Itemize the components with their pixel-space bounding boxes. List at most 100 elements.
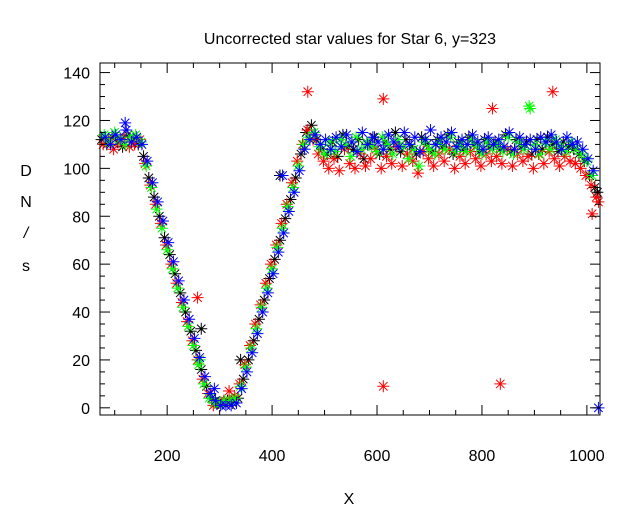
data-point	[429, 138, 442, 151]
data-point	[259, 277, 272, 290]
data-point	[545, 128, 558, 141]
data-point	[528, 138, 541, 151]
data-point	[187, 339, 200, 352]
data-point	[162, 236, 175, 249]
data-point	[322, 162, 335, 175]
data-point	[377, 92, 390, 105]
data-point	[327, 152, 340, 165]
data-point	[533, 147, 546, 160]
data-point	[408, 131, 421, 144]
data-point	[270, 238, 283, 251]
data-point	[183, 313, 196, 326]
data-point	[98, 128, 111, 141]
data-point	[575, 147, 588, 160]
data-point	[228, 389, 241, 402]
data-point	[586, 169, 599, 182]
data-point	[539, 136, 552, 149]
data-point	[537, 157, 550, 170]
data-point	[369, 143, 382, 156]
data-point	[130, 131, 143, 144]
data-point	[469, 152, 482, 165]
data-point	[106, 131, 119, 144]
data-point	[309, 128, 322, 141]
data-point	[250, 322, 263, 335]
data-point	[280, 198, 293, 211]
x-tick-label: 400	[259, 448, 286, 465]
data-point	[209, 394, 222, 407]
data-point	[317, 155, 330, 168]
y-tick-label: 60	[72, 257, 90, 274]
data-point	[525, 147, 538, 160]
data-point	[301, 85, 314, 98]
data-point	[392, 133, 405, 146]
data-point	[319, 133, 332, 146]
data-point	[281, 200, 294, 213]
data-point	[279, 212, 292, 225]
data-point	[375, 162, 388, 175]
data-point	[350, 131, 363, 144]
data-point	[456, 133, 469, 146]
data-point	[155, 222, 168, 235]
data-point	[389, 126, 402, 139]
data-point	[174, 286, 187, 299]
data-point	[382, 128, 395, 141]
axes	[99, 62, 601, 416]
data-point	[381, 138, 394, 151]
data-point	[273, 234, 286, 247]
data-point	[587, 164, 600, 177]
x-axis-label: X	[344, 491, 355, 508]
data-point	[385, 157, 398, 170]
data-point	[396, 159, 409, 172]
data-point	[258, 294, 271, 307]
data-point	[581, 152, 594, 165]
data-point	[192, 358, 205, 371]
data-point	[433, 136, 446, 149]
data-point	[496, 145, 509, 158]
data-point	[238, 358, 251, 371]
data-point	[330, 131, 343, 144]
data-point	[275, 217, 288, 230]
data-point	[108, 126, 121, 139]
data-point	[524, 102, 537, 115]
data-point	[247, 334, 260, 347]
data-point	[453, 150, 466, 163]
y-tick-label: 40	[72, 305, 90, 322]
data-point	[119, 116, 132, 129]
data-point	[284, 193, 297, 206]
data-point	[142, 171, 155, 184]
plot-frame	[99, 62, 601, 416]
data-point	[276, 169, 289, 182]
data-point	[529, 143, 542, 156]
data-point	[282, 205, 295, 218]
data-point	[401, 147, 414, 160]
data-point	[415, 131, 428, 144]
data-point	[576, 143, 589, 156]
data-point	[586, 207, 599, 220]
data-point	[465, 133, 478, 146]
data-point	[146, 176, 159, 189]
data-point	[387, 136, 400, 149]
data-point	[99, 131, 112, 144]
data-point	[513, 131, 526, 144]
data-point	[497, 140, 510, 153]
data-point	[239, 361, 252, 374]
data-point	[124, 131, 137, 144]
data-point	[555, 143, 568, 156]
data-point	[251, 327, 264, 340]
data-point	[190, 344, 203, 357]
y-axis-label-char: D	[20, 163, 32, 180]
data-point	[403, 138, 416, 151]
data-point	[377, 380, 390, 393]
data-point	[524, 133, 537, 146]
data-point	[188, 332, 201, 345]
data-point	[286, 176, 299, 189]
chart-title: Uncorrected star values for Star 6, y=32…	[204, 31, 496, 48]
data-point	[534, 131, 547, 144]
data-point	[298, 143, 311, 156]
data-point	[313, 140, 326, 153]
data-point	[329, 145, 342, 158]
data-point	[318, 147, 331, 160]
data-point	[562, 140, 575, 153]
y-axis-label-char: /	[23, 225, 30, 242]
data-point	[256, 306, 269, 319]
